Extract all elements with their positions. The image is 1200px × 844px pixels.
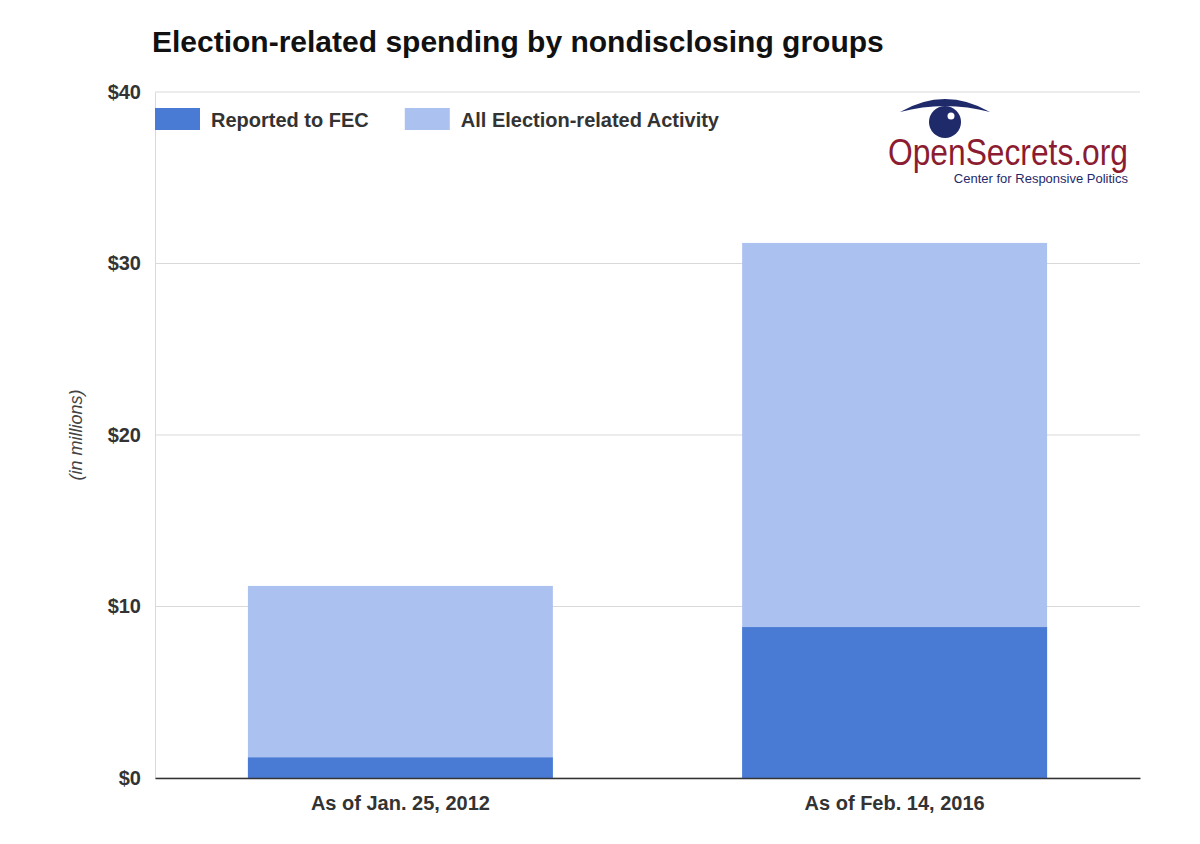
legend: Reported to FEC All Election-related Acti… bbox=[155, 108, 720, 131]
chart: Election-related spending by nondisclosi… bbox=[0, 0, 1200, 844]
legend-label: Reported to FEC bbox=[211, 109, 369, 131]
y-tick-label: $20 bbox=[108, 424, 141, 446]
y-tick-label: $30 bbox=[108, 252, 141, 274]
title: Election-related spending by nondisclosi… bbox=[152, 25, 884, 58]
grid-line bbox=[155, 92, 1140, 93]
x-axis-line bbox=[156, 778, 1141, 780]
y-axis: $0 $10 $20 $30 $40 bbox=[108, 81, 156, 789]
bars bbox=[248, 243, 1047, 778]
x-tick-label: As of Jan. 25, 2012 bbox=[311, 792, 490, 814]
logo: OpenSecrets.orgCenter for Responsive Pol… bbox=[888, 99, 1128, 186]
y-tick-label: $10 bbox=[108, 595, 141, 617]
bar bbox=[742, 627, 1047, 778]
legend-swatch bbox=[155, 108, 200, 130]
logo-subtext: Center for Responsive Politics bbox=[954, 171, 1129, 186]
x-tick: As of Jan. 25, 2012 bbox=[311, 778, 490, 814]
bar bbox=[248, 586, 553, 778]
grid bbox=[155, 92, 1140, 778]
y-tick-label: $40 bbox=[108, 81, 141, 103]
bar bbox=[248, 757, 553, 778]
legend-swatch bbox=[405, 108, 450, 130]
y-tick-label: $0 bbox=[119, 767, 141, 789]
legend-item: All Election-related Activity bbox=[405, 108, 720, 131]
y-tick: $10 bbox=[108, 595, 155, 617]
y-axis-title: (in millions) bbox=[66, 389, 86, 480]
y-tick: $0 bbox=[119, 767, 155, 789]
logo-text: OpenSecrets.org bbox=[888, 132, 1128, 173]
y-tick: $20 bbox=[108, 424, 155, 446]
y-tick: $40 bbox=[108, 81, 155, 103]
series bbox=[248, 627, 1047, 778]
legend-item: Reported to FEC bbox=[155, 108, 369, 131]
y-axis-line bbox=[155, 93, 156, 779]
x-tick-label: As of Feb. 14, 2016 bbox=[805, 792, 985, 814]
x-axis: As of Jan. 25, 2012 As of Feb. 14, 2016 bbox=[156, 778, 1141, 814]
logo-glint bbox=[948, 113, 955, 120]
y-tick: $30 bbox=[108, 252, 155, 274]
series bbox=[248, 243, 1047, 778]
bar bbox=[742, 243, 1047, 778]
legend-label: All Election-related Activity bbox=[461, 109, 720, 131]
x-tick: As of Feb. 14, 2016 bbox=[805, 778, 985, 814]
